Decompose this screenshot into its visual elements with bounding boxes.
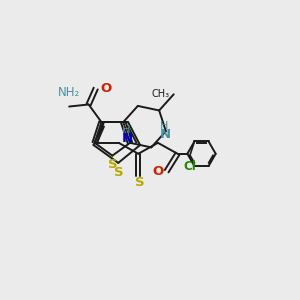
Text: O: O [101,82,112,95]
Text: S: S [136,176,145,189]
Text: S: S [107,158,117,171]
Text: CH₃: CH₃ [152,89,170,99]
Text: O: O [152,165,164,178]
Text: Cl: Cl [183,160,196,173]
Text: NH₂: NH₂ [58,85,80,99]
Text: H: H [160,121,168,131]
Text: N: N [160,128,171,141]
Text: N: N [122,132,133,146]
Text: S: S [115,166,124,179]
Text: H: H [122,125,130,135]
